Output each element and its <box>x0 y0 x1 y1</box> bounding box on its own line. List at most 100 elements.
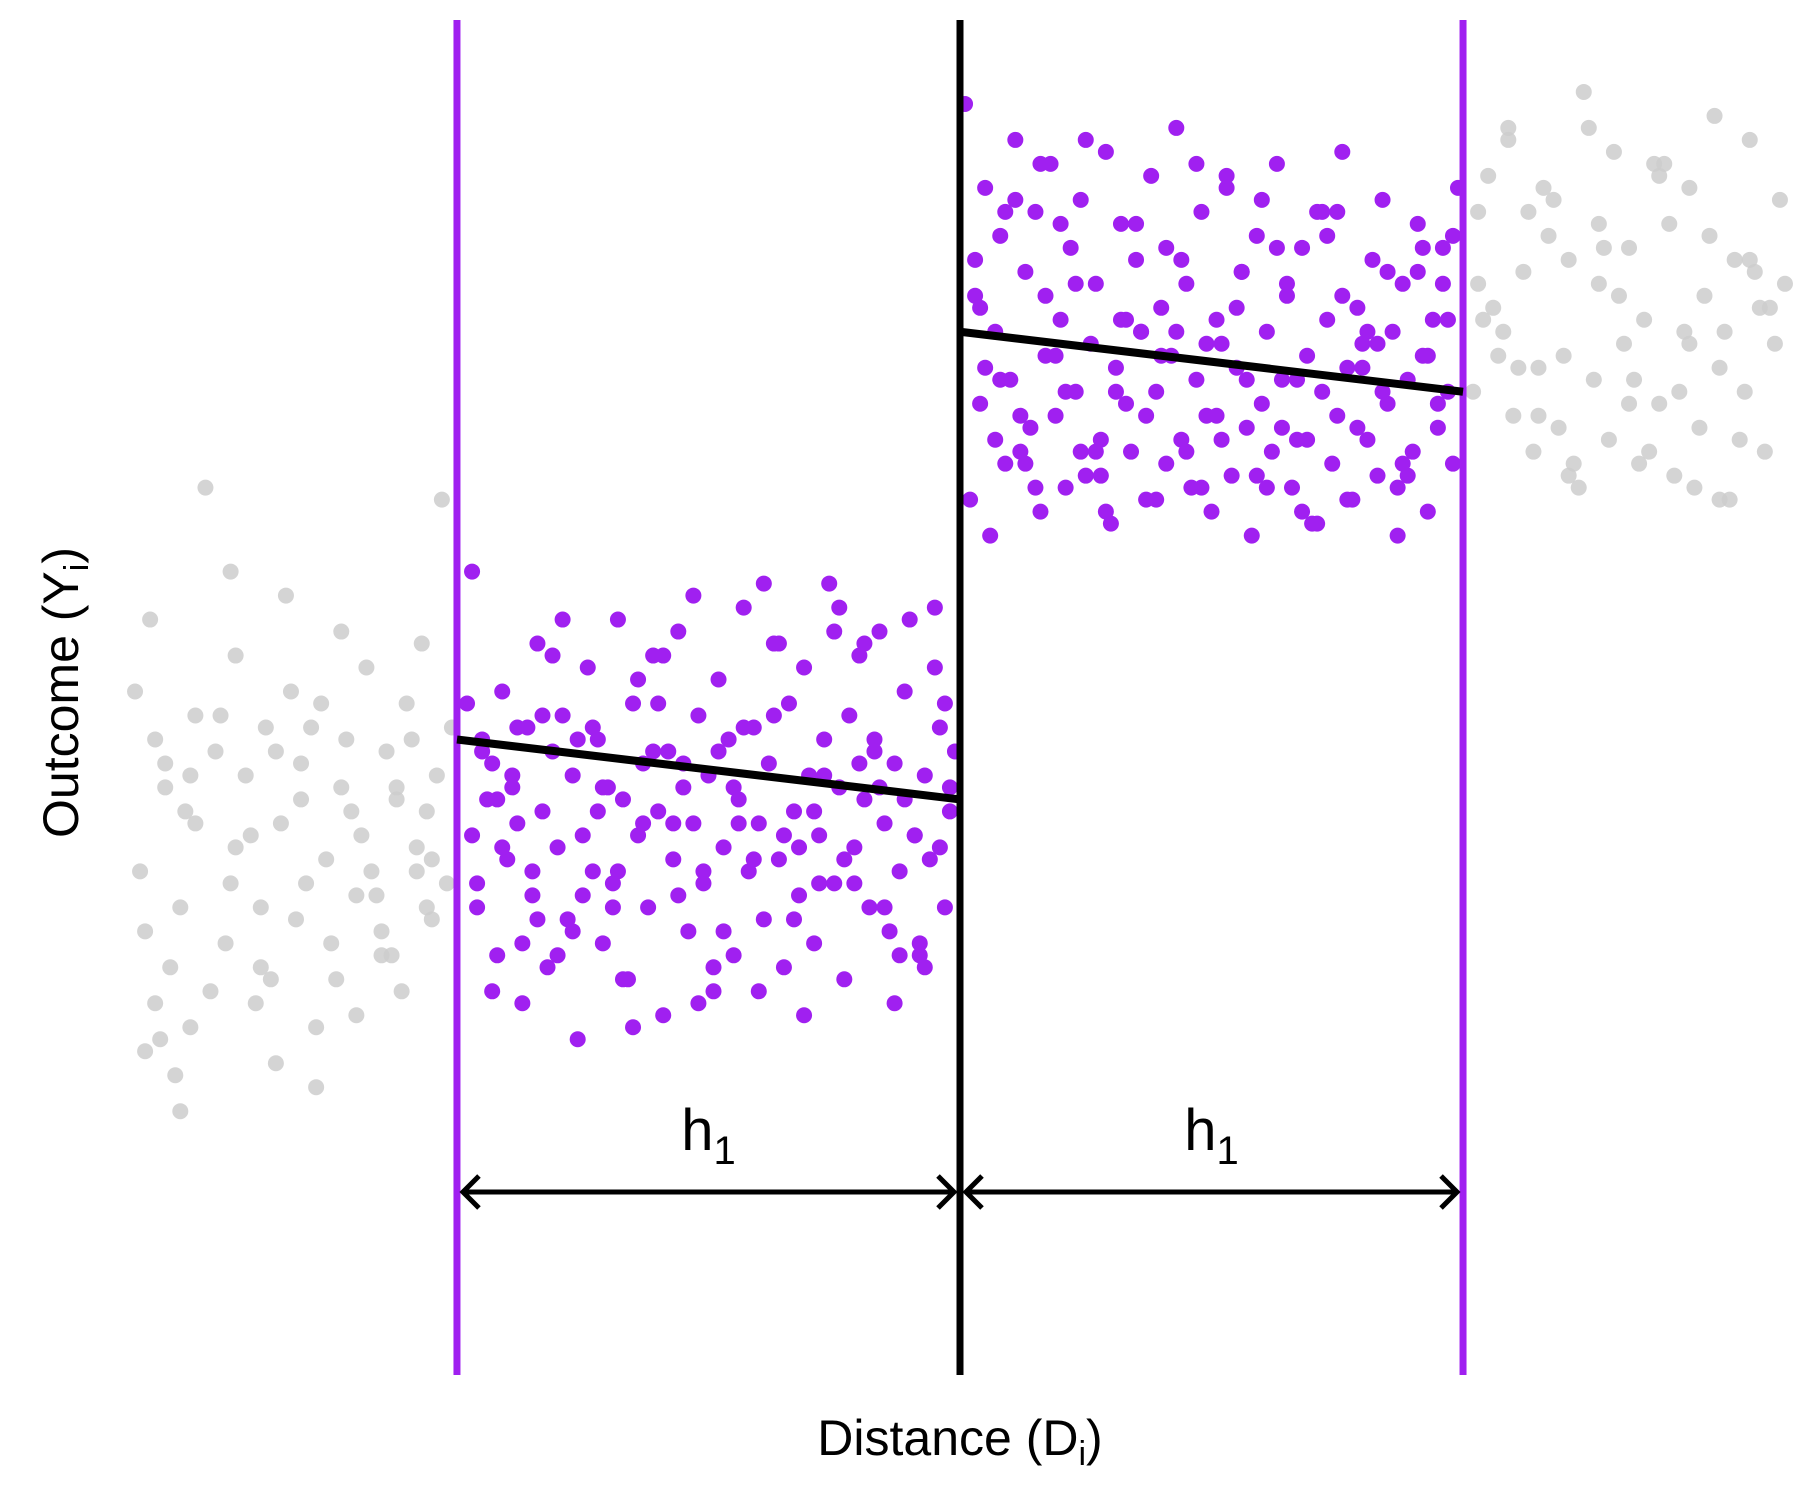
point-inside-bandwidth <box>524 863 541 880</box>
point-outside-bandwidth <box>252 959 269 976</box>
point-outside-bandwidth <box>1465 383 1482 400</box>
point-inside-bandwidth <box>796 659 813 676</box>
point-inside-bandwidth <box>665 815 682 832</box>
point-inside-bandwidth <box>1047 407 1064 424</box>
point-outside-bandwidth <box>1550 419 1567 436</box>
point-inside-bandwidth <box>1314 203 1331 220</box>
point-inside-bandwidth <box>876 899 893 916</box>
point-inside-bandwidth <box>710 743 727 760</box>
point-inside-bandwidth <box>816 731 833 748</box>
point-inside-bandwidth <box>1253 395 1270 412</box>
point-inside-bandwidth <box>972 299 989 316</box>
point-inside-bandwidth <box>725 947 742 964</box>
point-outside-bandwidth <box>408 863 425 880</box>
point-inside-bandwidth <box>871 623 888 640</box>
point-inside-bandwidth <box>1258 323 1275 340</box>
point-inside-bandwidth <box>967 251 984 268</box>
point-inside-bandwidth <box>1273 371 1290 388</box>
point-inside-bandwidth <box>524 887 541 904</box>
point-inside-bandwidth <box>1278 287 1295 304</box>
point-outside-bandwidth <box>252 899 269 916</box>
point-outside-bandwidth <box>1605 143 1622 160</box>
point-inside-bandwidth <box>1228 299 1245 316</box>
point-outside-bandwidth <box>438 875 455 892</box>
point-inside-bandwidth <box>997 203 1014 220</box>
point-outside-bandwidth <box>1540 227 1557 244</box>
point-inside-bandwidth <box>997 455 1014 472</box>
point-outside-bandwidth <box>1741 251 1758 268</box>
point-inside-bandwidth <box>941 779 958 796</box>
point-outside-bandwidth <box>1691 419 1708 436</box>
point-inside-bandwidth <box>464 563 481 580</box>
bandwidth-arrow-right <box>962 1174 1461 1210</box>
point-outside-bandwidth <box>172 1103 189 1120</box>
point-outside-bandwidth <box>247 995 264 1012</box>
point-inside-bandwidth <box>750 815 767 832</box>
point-inside-bandwidth <box>484 755 501 772</box>
point-inside-bandwidth <box>916 767 933 784</box>
point-inside-bandwidth <box>896 683 913 700</box>
point-inside-bandwidth <box>911 935 928 952</box>
point-outside-bandwidth <box>1475 311 1492 328</box>
point-inside-bandwidth <box>1218 179 1235 196</box>
point-inside-bandwidth <box>1248 227 1265 244</box>
point-outside-bandwidth <box>227 647 244 664</box>
point-outside-bandwidth <box>217 935 234 952</box>
point-inside-bandwidth <box>1208 407 1225 424</box>
point-inside-bandwidth <box>1143 167 1160 184</box>
point-inside-bandwidth <box>846 875 863 892</box>
point-inside-bandwidth <box>1243 527 1260 544</box>
point-inside-bandwidth <box>1258 479 1275 496</box>
point-inside-bandwidth <box>755 575 772 592</box>
point-outside-bandwidth <box>1636 311 1653 328</box>
point-inside-bandwidth <box>1208 311 1225 328</box>
point-inside-bandwidth <box>1439 311 1456 328</box>
point-inside-bandwidth <box>514 995 531 1012</box>
point-inside-bandwidth <box>972 395 989 412</box>
bandwidth-label-left: h1 <box>681 1098 736 1173</box>
point-inside-bandwidth <box>569 731 586 748</box>
point-inside-bandwidth <box>1429 395 1446 412</box>
point-outside-bandwidth <box>413 635 430 652</box>
point-inside-bandwidth <box>574 827 591 844</box>
point-inside-bandwidth <box>604 899 621 916</box>
point-outside-bandwidth <box>353 827 370 844</box>
point-inside-bandwidth <box>780 695 797 712</box>
point-inside-bandwidth <box>1067 275 1084 292</box>
point-inside-bandwidth <box>1128 215 1145 232</box>
point-outside-bandwidth <box>348 887 365 904</box>
point-inside-bandwidth <box>1299 347 1316 364</box>
point-inside-bandwidth <box>1364 251 1381 268</box>
point-inside-bandwidth <box>982 527 999 544</box>
point-inside-bandwidth <box>866 743 883 760</box>
point-outside-bandwidth <box>1560 467 1577 484</box>
point-inside-bandwidth <box>921 851 938 868</box>
point-inside-bandwidth <box>579 659 596 676</box>
point-outside-bandwidth <box>1756 443 1773 460</box>
point-outside-bandwidth <box>288 911 304 928</box>
point-inside-bandwidth <box>941 803 958 820</box>
point-inside-bandwidth <box>554 707 571 724</box>
point-inside-bandwidth <box>962 491 979 508</box>
point-outside-bandwidth <box>177 803 194 820</box>
point-outside-bandwidth <box>1510 359 1527 376</box>
point-inside-bandwidth <box>1248 467 1265 484</box>
point-outside-bandwidth <box>142 611 159 628</box>
point-outside-bandwidth <box>1746 263 1763 280</box>
point-outside-bandwidth <box>1590 275 1607 292</box>
point-inside-bandwidth <box>680 923 697 940</box>
point-inside-bandwidth <box>836 851 853 868</box>
point-inside-bandwidth <box>1072 443 1089 460</box>
point-inside-bandwidth <box>1309 515 1326 532</box>
point-outside-bandwidth <box>418 803 435 820</box>
point-inside-bandwidth <box>464 827 481 844</box>
point-inside-bandwidth <box>1238 371 1255 388</box>
point-inside-bandwidth <box>987 431 1004 448</box>
point-inside-bandwidth <box>836 971 853 988</box>
point-outside-bandwidth <box>323 935 340 952</box>
point-inside-bandwidth <box>1178 443 1195 460</box>
point-outside-bandwidth <box>267 1055 284 1072</box>
point-inside-bandwidth <box>630 671 647 688</box>
point-inside-bandwidth <box>650 695 667 712</box>
